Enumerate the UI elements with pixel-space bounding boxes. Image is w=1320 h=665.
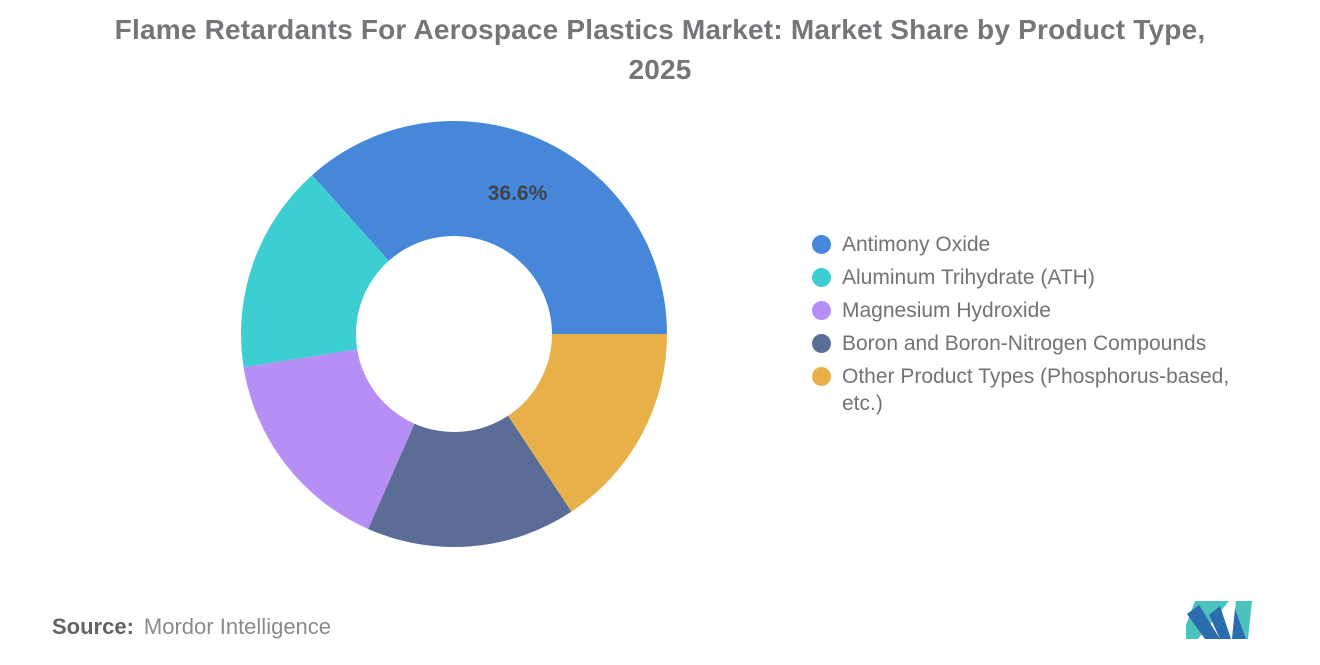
- legend-swatch-icon: [812, 301, 831, 320]
- legend-swatch-icon: [812, 334, 831, 353]
- logo-blue-stroke-1: [1187, 605, 1220, 639]
- legend-item-other-product-types-phosphorus-based-etc[interactable]: Other Product Types (Phosphorus-based, e…: [812, 363, 1272, 417]
- donut-slice-aluminum-trihydrate-ath[interactable]: [240, 175, 389, 368]
- legend-label: Magnesium Hydroxide: [842, 299, 1051, 322]
- source-label: Source:: [52, 614, 134, 639]
- chart-title: Flame Retardants For Aerospace Plastics …: [114, 14, 1206, 85]
- donut-slice-boron-and-boron-nitrogen-compounds[interactable]: [368, 415, 572, 548]
- legend-label: Other Product Types (Phosphorus-based, e…: [842, 365, 1230, 415]
- source-line: Source: Mordor Intelligence: [52, 613, 331, 640]
- legend-label: Antimony Oxide: [842, 233, 991, 256]
- legend-item-boron-and-boron-nitrogen-compounds[interactable]: Boron and Boron-Nitrogen Compounds: [812, 330, 1272, 357]
- legend-swatch-icon: [812, 268, 831, 287]
- legend-label: Boron and Boron-Nitrogen Compounds: [842, 332, 1207, 355]
- legend: Antimony Oxide Aluminum Trihydrate (ATH) M…: [812, 231, 1272, 423]
- donut-slice-other-product-types-phosphorus-based-etc[interactable]: [508, 334, 667, 512]
- legend-item-aluminum-trihydrate-ath[interactable]: Aluminum Trihydrate (ATH): [812, 264, 1272, 291]
- donut-chart: 36.6%: [240, 120, 667, 548]
- donut-slice-magnesium-hydroxide[interactable]: [243, 349, 415, 529]
- legend-swatch-icon: [812, 235, 831, 254]
- legend-swatch-icon: [812, 367, 831, 386]
- mordor-intelligence-logo: [1186, 601, 1252, 639]
- logo-blue-right-triangle: [1232, 609, 1246, 639]
- donut-slice-antimony-oxide[interactable]: [312, 120, 667, 334]
- legend-item-antimony-oxide[interactable]: Antimony Oxide: [812, 231, 1272, 258]
- legend-item-magnesium-hydroxide[interactable]: Magnesium Hydroxide: [812, 297, 1272, 324]
- slice-data-label: 36.6%: [488, 182, 548, 205]
- legend-label: Aluminum Trihydrate (ATH): [842, 266, 1095, 289]
- logo-blue-stroke-2: [1209, 606, 1231, 639]
- source-text: Mordor Intelligence: [143, 614, 332, 639]
